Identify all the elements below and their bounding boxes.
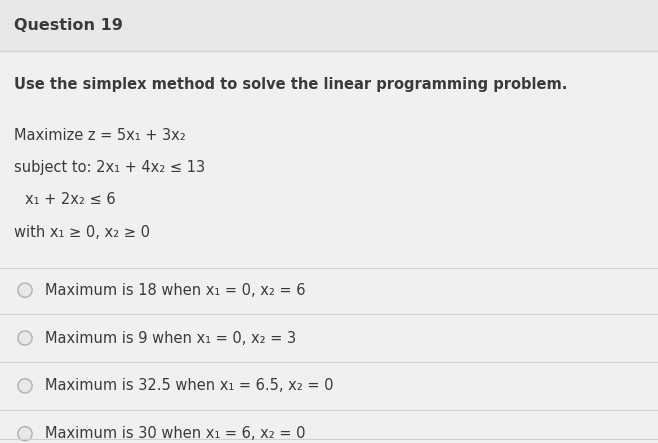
- Text: Maximize z = 5x₁ + 3x₂: Maximize z = 5x₁ + 3x₂: [14, 128, 186, 143]
- Text: Maximum is 30 when x₁ = 6, x₂ = 0: Maximum is 30 when x₁ = 6, x₂ = 0: [45, 426, 305, 441]
- Bar: [0, 0, 658, 51]
- Ellipse shape: [18, 283, 32, 297]
- Text: Maximum is 32.5 when x₁ = 6.5, x₂ = 0: Maximum is 32.5 when x₁ = 6.5, x₂ = 0: [45, 378, 333, 393]
- Ellipse shape: [18, 427, 32, 441]
- Text: with x₁ ≥ 0, x₂ ≥ 0: with x₁ ≥ 0, x₂ ≥ 0: [14, 225, 151, 240]
- Text: x₁ + 2x₂ ≤ 6: x₁ + 2x₂ ≤ 6: [25, 192, 116, 207]
- Ellipse shape: [18, 379, 32, 393]
- Text: Question 19: Question 19: [14, 18, 123, 33]
- Ellipse shape: [18, 331, 32, 345]
- Text: Use the simplex method to solve the linear programming problem.: Use the simplex method to solve the line…: [14, 77, 568, 92]
- Text: Maximum is 18 when x₁ = 0, x₂ = 6: Maximum is 18 when x₁ = 0, x₂ = 6: [45, 283, 305, 298]
- Text: Maximum is 9 when x₁ = 0, x₂ = 3: Maximum is 9 when x₁ = 0, x₂ = 3: [45, 330, 296, 346]
- Text: subject to: 2x₁ + 4x₂ ≤ 13: subject to: 2x₁ + 4x₂ ≤ 13: [14, 160, 205, 175]
